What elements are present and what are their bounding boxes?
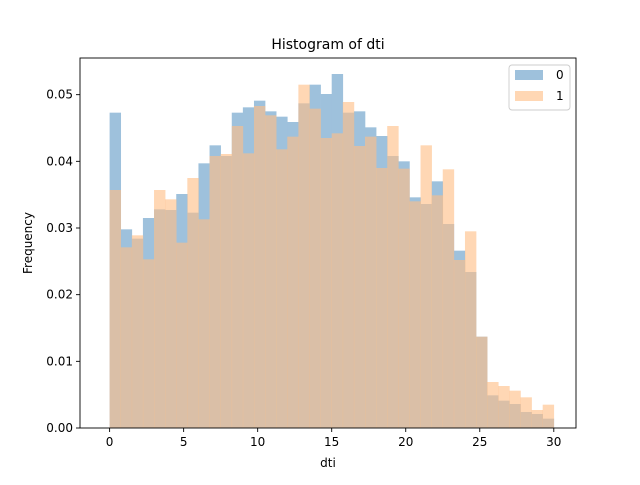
histogram-bar-series-1	[298, 84, 310, 429]
histogram-bar-series-1	[464, 231, 477, 428]
legend-label-1: 1	[556, 89, 564, 103]
y-tick-label: 0.02	[46, 288, 73, 302]
histogram-bar-series-1	[109, 190, 122, 428]
histogram-bar-series-1	[342, 102, 355, 428]
histogram-bar-series-1	[542, 404, 555, 428]
histogram-bar-series-1	[253, 106, 266, 428]
histogram-bar-series-1	[209, 156, 221, 428]
histogram-bar-series-1	[420, 145, 432, 428]
histogram-bar-series-1	[309, 108, 321, 429]
y-tick-label: 0.00	[46, 421, 73, 435]
plot-frame	[79, 57, 577, 429]
histogram-bar-series-1	[242, 153, 255, 428]
histogram-bar-series-1	[120, 247, 133, 428]
histogram-bar-series-1	[387, 126, 399, 428]
histogram-bar-series-1	[487, 382, 499, 428]
x-tick-label: 30	[546, 435, 561, 449]
legend-swatch-1	[515, 91, 543, 101]
x-tick-label: 0	[106, 435, 114, 449]
histogram-bar-series-1	[442, 169, 455, 428]
y-axis-label: Frequency	[21, 212, 35, 274]
chart-title: Histogram of dti	[271, 37, 384, 53]
histogram-bar-series-1	[353, 146, 366, 428]
histogram-bar-series-1	[476, 336, 488, 428]
histogram-bar-series-1	[376, 168, 388, 428]
y-tick-label: 0.04	[46, 154, 73, 168]
y-tick-label: 0.03	[46, 221, 73, 235]
histogram-bar-series-1	[509, 390, 521, 428]
histogram-bar-series-1	[431, 195, 444, 428]
bars-layer	[109, 74, 555, 429]
x-axis-ticks: 0 5 10 15 20 25 30	[106, 428, 561, 449]
histogram-bar-series-1	[154, 190, 166, 428]
histogram-bar-series-1	[365, 136, 377, 429]
histogram-bar-series-1	[331, 133, 344, 428]
histogram-bar-series-1	[498, 386, 510, 428]
histogram-bar-series-1	[287, 136, 299, 429]
histogram-bar-series-1	[142, 259, 155, 428]
histogram-bar-series-1	[231, 126, 244, 428]
histogram-bar-series-1	[265, 115, 277, 428]
x-tick-label: 25	[472, 435, 487, 449]
histogram-bar-series-1	[131, 235, 144, 428]
histogram-bar-series-1	[531, 410, 543, 428]
histogram-bar-series-1	[165, 199, 177, 428]
histogram-bar-series-1	[276, 149, 288, 428]
x-tick-label: 20	[398, 435, 413, 449]
histogram-bar-series-1	[520, 397, 532, 428]
histogram-bar-series-1	[453, 260, 466, 428]
histogram-bar-series-1	[398, 168, 410, 429]
legend-label-0: 0	[556, 68, 564, 82]
histogram-bar-series-1	[198, 219, 210, 428]
histogram-bar-series-1	[220, 154, 233, 428]
x-axis-label: dti	[320, 456, 336, 470]
x-tick-label: 10	[250, 435, 265, 449]
y-tick-label: 0.01	[46, 354, 73, 368]
y-axis-ticks: 0.00 0.01 0.02 0.03 0.04 0.05	[46, 88, 80, 435]
histogram-bar-series-1	[187, 178, 199, 428]
legend: 0 1	[508, 64, 571, 111]
legend-swatch-0	[515, 70, 543, 80]
histogram-bar-series-1	[320, 138, 332, 428]
histogram-bar-series-1	[176, 242, 188, 428]
x-tick-label: 5	[180, 435, 188, 449]
x-tick-label: 15	[324, 435, 339, 449]
y-tick-label: 0.05	[46, 88, 73, 102]
histogram-bar-series-1	[409, 201, 421, 428]
